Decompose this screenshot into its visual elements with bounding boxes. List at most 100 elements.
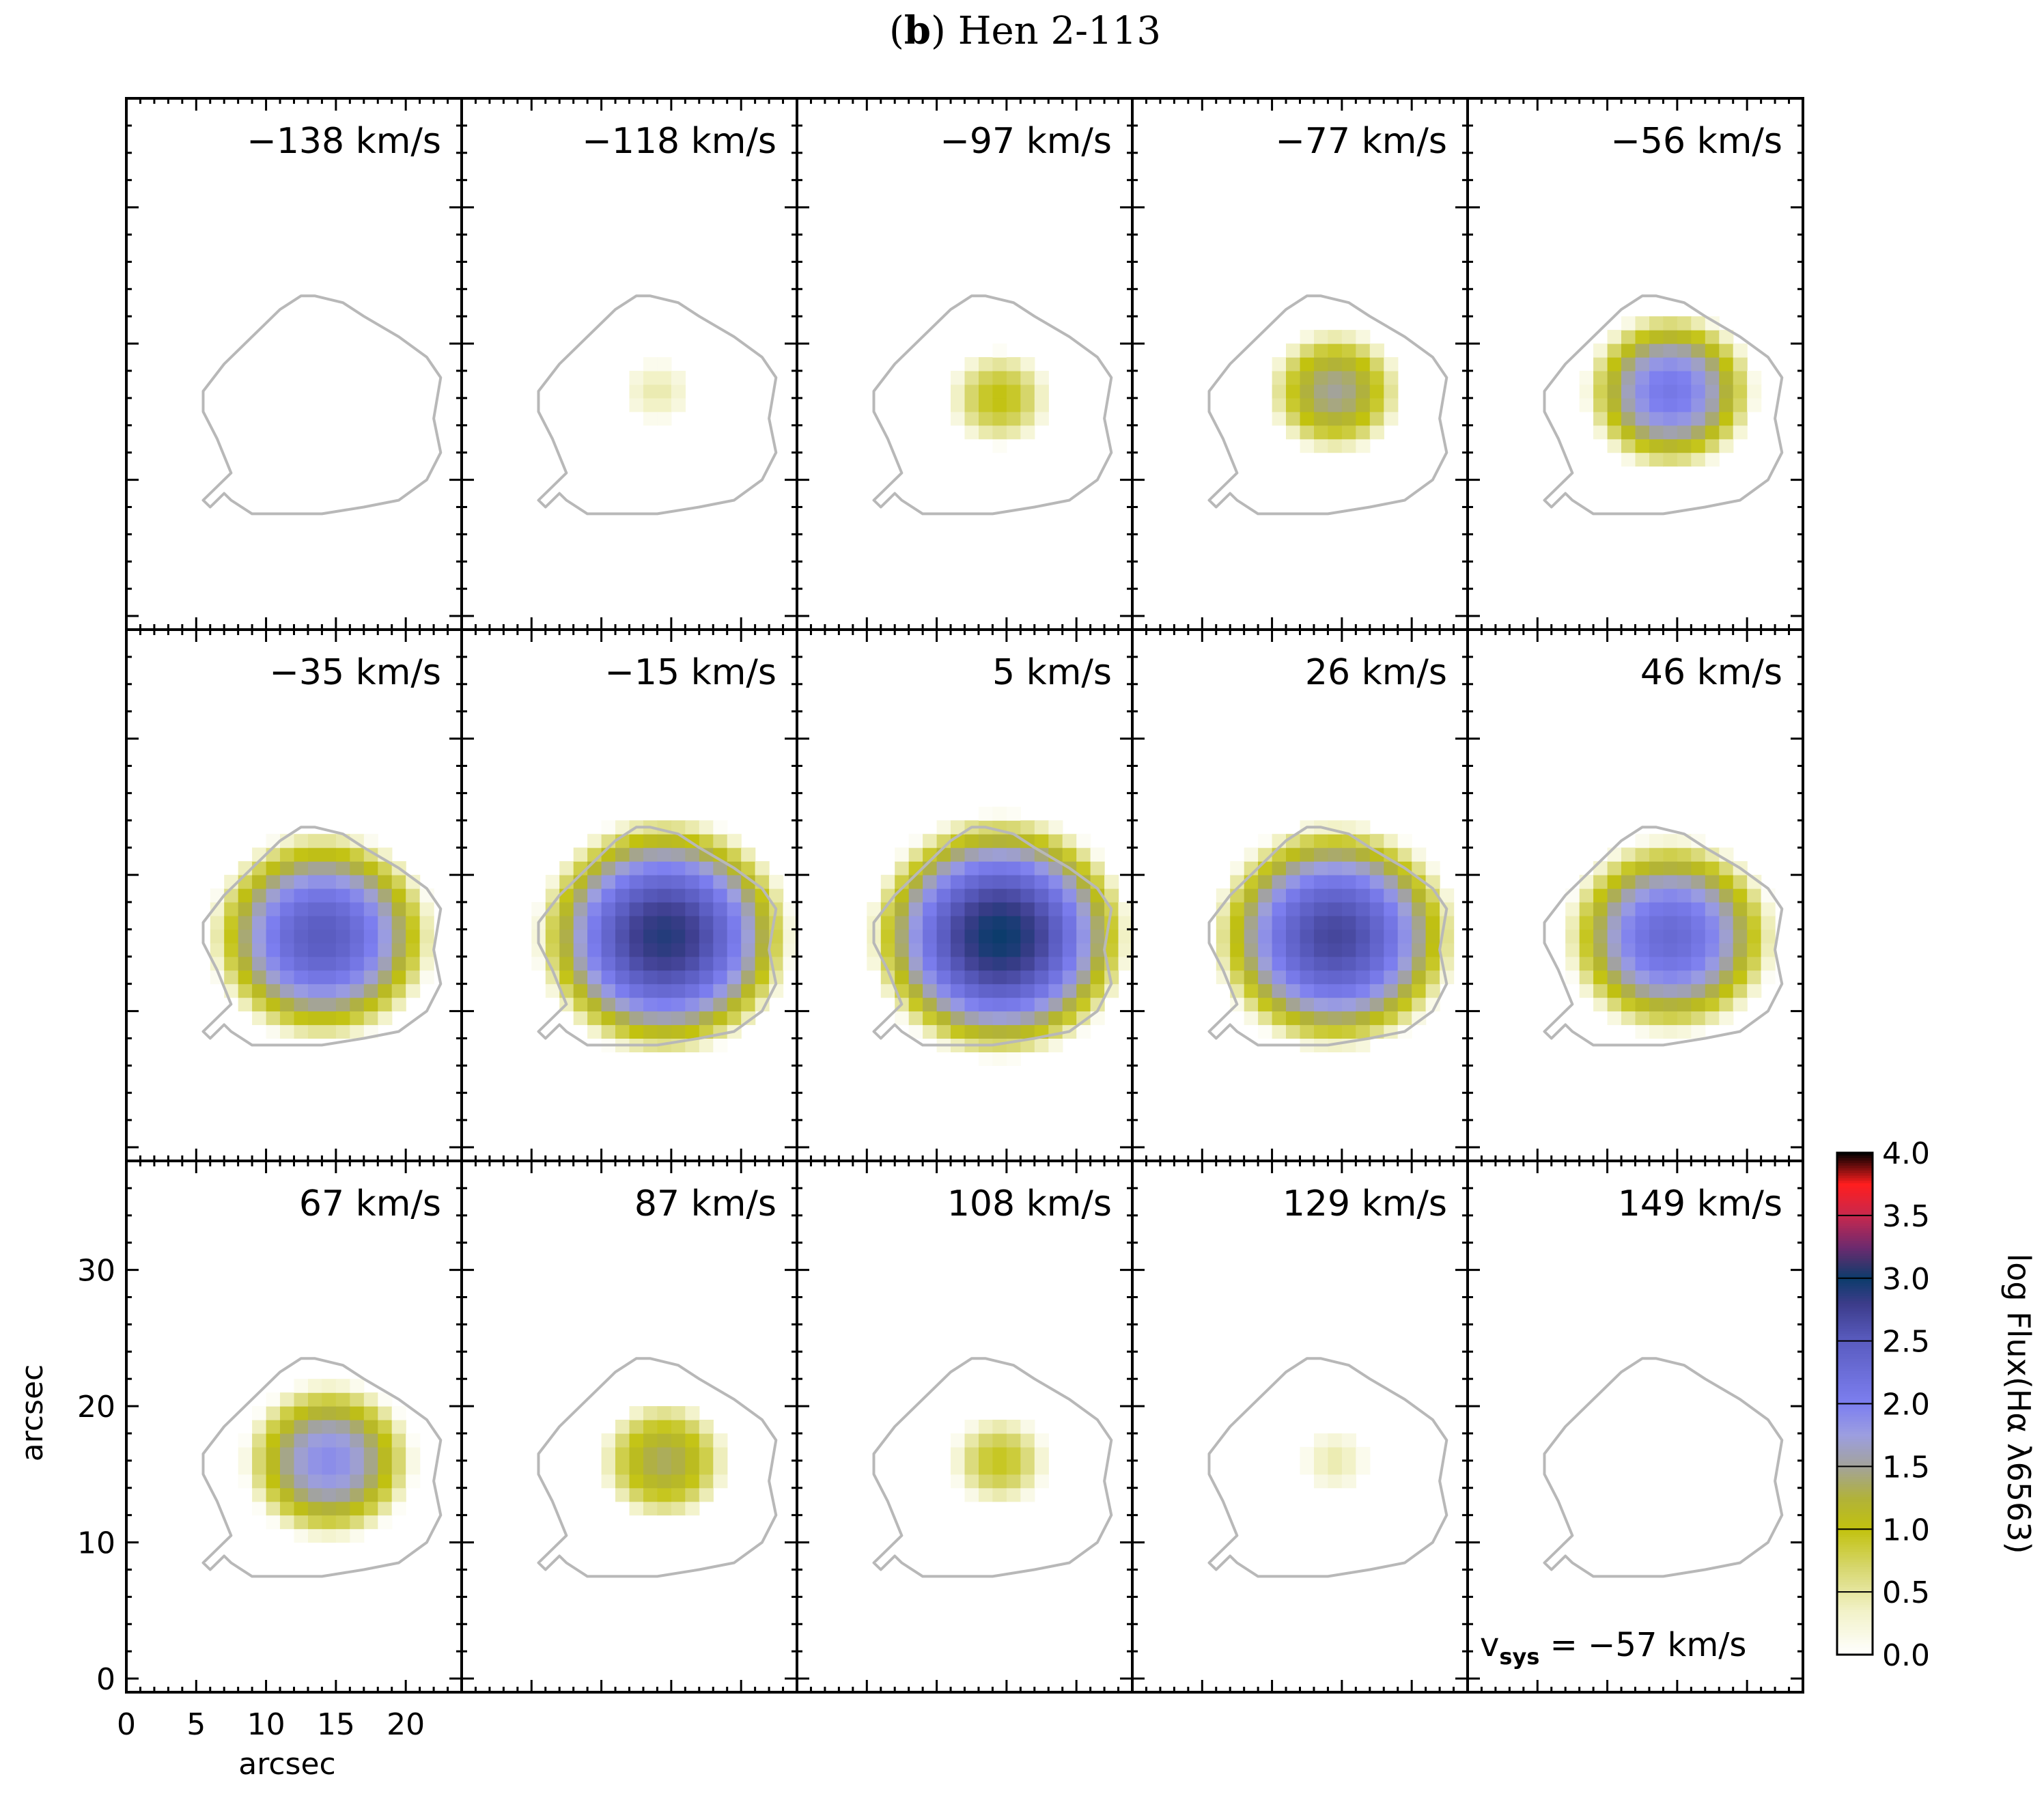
flux-pixel bbox=[1747, 371, 1762, 385]
flux-pixel bbox=[1369, 956, 1384, 971]
flux-pixel bbox=[1328, 915, 1343, 930]
flux-pixel bbox=[964, 1446, 979, 1461]
flux-pixel bbox=[1691, 983, 1706, 998]
flux-pixel bbox=[1328, 343, 1343, 358]
flux-pixel bbox=[1677, 970, 1692, 985]
flux-pixel bbox=[266, 956, 281, 971]
flux-pixel bbox=[308, 1024, 323, 1039]
flux-pixel bbox=[671, 1446, 686, 1461]
flux-pixel bbox=[1705, 861, 1720, 875]
flux-pixel bbox=[1341, 1011, 1356, 1026]
flux-pixel bbox=[643, 902, 658, 916]
flux-pixel bbox=[615, 1420, 630, 1434]
flux-pixel bbox=[643, 1501, 658, 1516]
colorbar-segment bbox=[1837, 1406, 1873, 1409]
flux-pixel bbox=[1663, 983, 1678, 998]
flux-pixel bbox=[1705, 888, 1720, 903]
flux-pixel bbox=[1244, 970, 1259, 985]
flux-pixel bbox=[1300, 411, 1315, 426]
flux-pixel bbox=[1258, 942, 1273, 957]
colorbar-segment bbox=[1837, 1511, 1873, 1515]
flux-pixel bbox=[378, 875, 393, 889]
flux-pixel bbox=[643, 956, 658, 971]
flux-pixel bbox=[1314, 371, 1329, 385]
flux-pixel bbox=[1062, 902, 1077, 916]
flux-pixel bbox=[1048, 902, 1063, 916]
flux-pixel bbox=[1020, 847, 1035, 862]
flux-pixel bbox=[1244, 1011, 1259, 1026]
flux-pixel bbox=[378, 929, 393, 944]
flux-pixel bbox=[685, 875, 700, 889]
flux-pixel bbox=[1691, 438, 1706, 453]
flux-pixel bbox=[643, 942, 658, 957]
flux-pixel bbox=[992, 806, 1007, 821]
flux-pixel bbox=[1272, 411, 1287, 426]
colorbar-segment bbox=[1837, 1261, 1873, 1264]
flux-pixel bbox=[727, 1011, 742, 1026]
flux-pixel bbox=[1230, 942, 1245, 957]
flux-pixel bbox=[1300, 425, 1315, 440]
flux-pixel bbox=[308, 997, 323, 1012]
flux-pixel bbox=[531, 956, 546, 971]
flux-pixel bbox=[1314, 983, 1329, 998]
flux-pixel bbox=[1356, 847, 1371, 862]
flux-pixel bbox=[1663, 875, 1678, 889]
flux-pixel bbox=[1020, 397, 1035, 412]
flux-pixel bbox=[350, 1024, 365, 1039]
flux-pixel bbox=[1034, 1446, 1049, 1461]
flux-pixel bbox=[1565, 915, 1580, 930]
flux-pixel bbox=[378, 970, 393, 985]
flux-pixel bbox=[1621, 411, 1636, 426]
flux-pixel bbox=[1314, 384, 1329, 399]
flux-pixel bbox=[294, 847, 309, 862]
colorbar-segment bbox=[1837, 1160, 1873, 1164]
flux-pixel bbox=[923, 942, 938, 957]
flux-pixel bbox=[238, 956, 253, 971]
flux-pixel bbox=[951, 861, 966, 875]
flux-pixel bbox=[1635, 942, 1650, 957]
flux-pixel bbox=[266, 1406, 281, 1420]
flux-pixel bbox=[350, 847, 365, 862]
flux-pixel bbox=[727, 942, 742, 957]
flux-pixel bbox=[1719, 357, 1734, 371]
colorbar-segment bbox=[1837, 1388, 1873, 1392]
flux-pixel bbox=[1314, 357, 1329, 371]
flux-pixel bbox=[1341, 997, 1356, 1012]
flux-pixel bbox=[1244, 942, 1259, 957]
flux-pixel bbox=[252, 1474, 267, 1489]
flux-pixel bbox=[406, 942, 421, 957]
flux-pixel bbox=[1314, 397, 1329, 412]
colorbar-segment bbox=[1837, 1165, 1873, 1168]
nebula-contour bbox=[537, 1357, 778, 1578]
flux-pixel bbox=[1314, 970, 1329, 985]
flux-pixel bbox=[1635, 343, 1650, 358]
flux-pixel bbox=[685, 902, 700, 916]
flux-pixel bbox=[1034, 1474, 1049, 1489]
flux-pixel bbox=[406, 1460, 421, 1475]
flux-pixel bbox=[391, 888, 406, 903]
flux-pixel bbox=[671, 861, 686, 875]
colorbar-segment bbox=[1837, 1521, 1873, 1525]
flux-pixel bbox=[252, 1433, 267, 1448]
velocity-label: 129 km/s bbox=[1283, 1183, 1447, 1224]
flux-pixel bbox=[252, 915, 267, 930]
flux-pixel bbox=[713, 875, 728, 889]
flux-pixel bbox=[391, 1474, 406, 1489]
flux-pixel bbox=[601, 1474, 616, 1489]
flux-pixel bbox=[1649, 384, 1664, 399]
flux-pixel bbox=[1649, 834, 1664, 848]
flux-pixel bbox=[573, 997, 588, 1012]
flux-pixel bbox=[1593, 411, 1608, 426]
flux-pixel bbox=[1328, 397, 1343, 412]
flux-pixel bbox=[1397, 915, 1412, 930]
flux-pixel bbox=[350, 1011, 365, 1026]
flux-pixel bbox=[1286, 875, 1301, 889]
flux-pixel bbox=[322, 1379, 337, 1393]
flux-pixel bbox=[979, 875, 994, 889]
flux-pixel bbox=[643, 357, 658, 371]
flux-pixel bbox=[1356, 983, 1371, 998]
flux-pixel bbox=[895, 861, 910, 875]
flux-pixel bbox=[335, 1460, 350, 1475]
flux-pixel bbox=[1286, 425, 1301, 440]
flux-pixel bbox=[378, 902, 393, 916]
